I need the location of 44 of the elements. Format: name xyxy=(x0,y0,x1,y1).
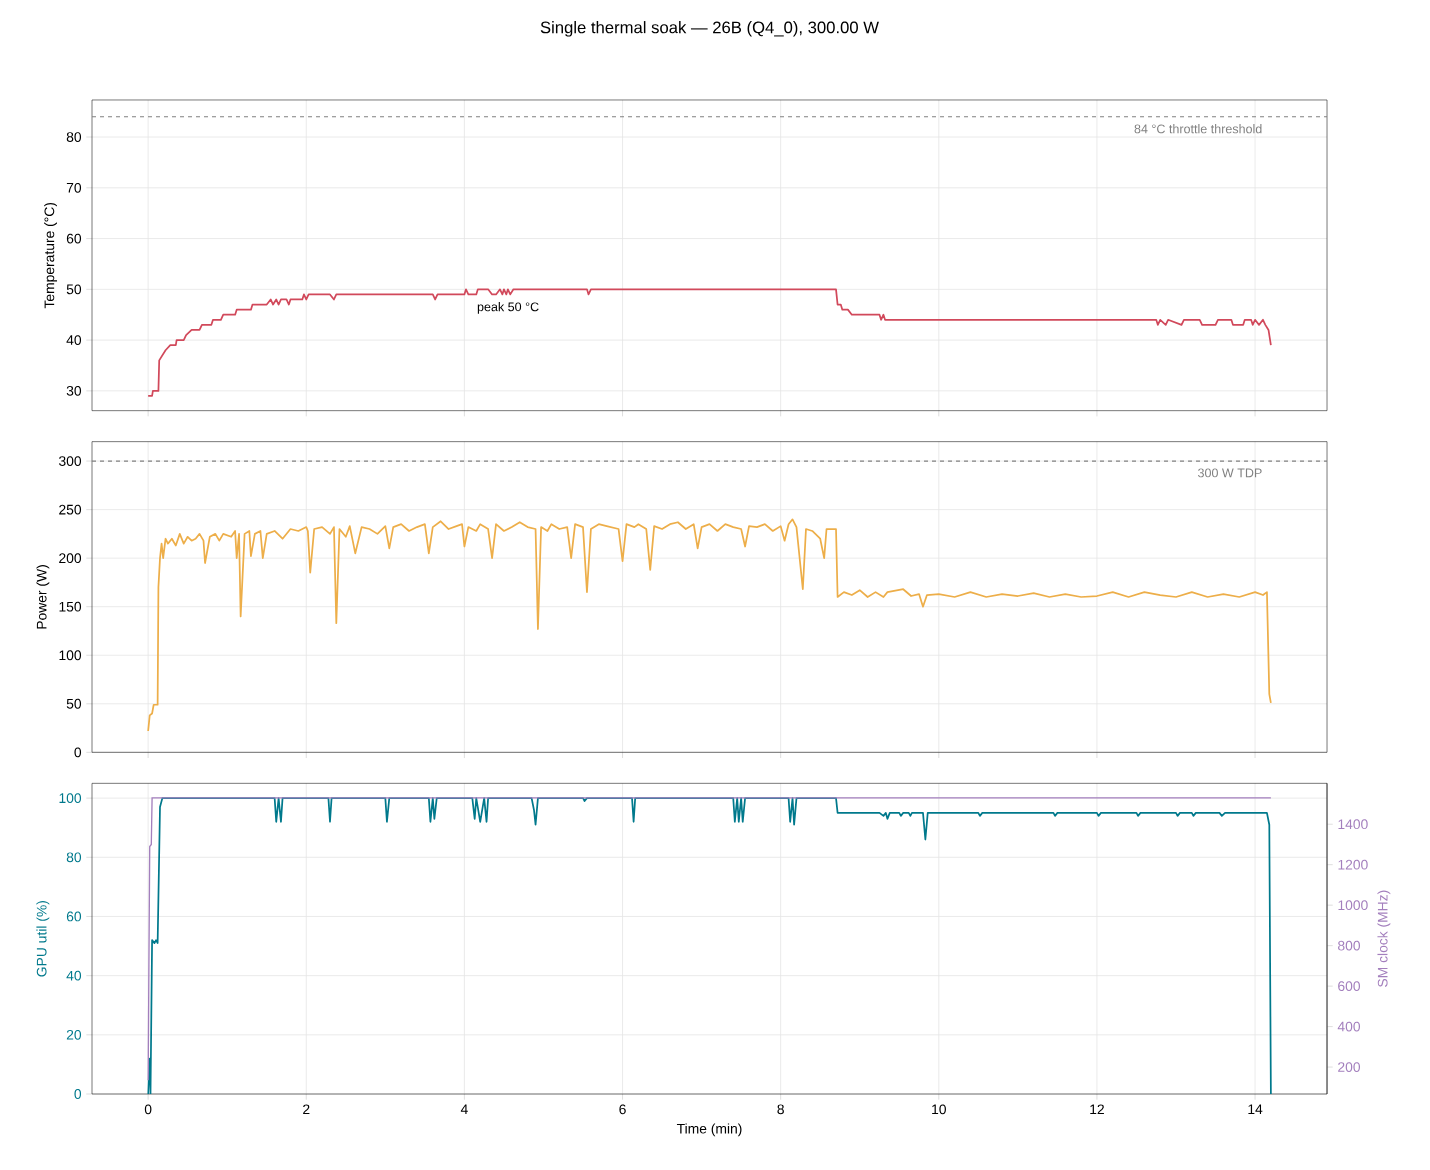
y-tick-label: 50 xyxy=(66,284,82,295)
y2-tick-label: 1400 xyxy=(1338,819,1368,830)
y2-tick-label: 600 xyxy=(1338,981,1361,992)
y2-axis-title: SM clock (MHz) xyxy=(1377,890,1391,987)
y2-tick-label: 400 xyxy=(1337,1021,1361,1032)
y-tick-label: 30 xyxy=(66,385,82,396)
y2-tick-label: 1000 xyxy=(1338,900,1368,911)
y-tick-label: 200 xyxy=(59,553,82,564)
y-axis-title: GPU util (%) xyxy=(36,901,50,977)
y-tick-label: 0 xyxy=(74,747,82,758)
y-tick-label: 70 xyxy=(66,182,82,193)
y2-tick-label: 800 xyxy=(1338,940,1361,951)
y-tick-label: 80 xyxy=(66,132,82,142)
y-axis-title: Temperature (°C) xyxy=(44,202,58,309)
x-tick-label: 10 xyxy=(932,1104,946,1115)
y-tick-label: 80 xyxy=(66,852,82,863)
ref-line-label: 300 W TDP xyxy=(1198,468,1262,478)
x-tick-label: 12 xyxy=(1090,1104,1104,1115)
y-tick-label: 20 xyxy=(66,1029,82,1040)
y-tick-label: 150 xyxy=(59,601,82,612)
x-tick-label: 8 xyxy=(777,1104,784,1115)
y-tick-label: 60 xyxy=(66,911,82,922)
x-axis-title: Time (min) xyxy=(676,1123,742,1137)
line-series xyxy=(147,518,1272,732)
y-tick-label: 0 xyxy=(74,1089,82,1099)
y-tick-label: 100 xyxy=(59,793,82,804)
y-tick-label: 60 xyxy=(66,233,82,244)
x-tick-label: 4 xyxy=(460,1104,468,1114)
y-tick-label: 40 xyxy=(66,335,82,345)
y-tick-label: 300 xyxy=(58,456,82,466)
ref-line-label: 84 °C throttle threshold xyxy=(1134,124,1262,134)
y-tick-label: 250 xyxy=(59,504,82,515)
y-tick-label: 40 xyxy=(66,970,82,981)
y-tick-label: 50 xyxy=(66,698,82,709)
y-axis-title: Power (W) xyxy=(36,565,50,629)
x-tick-label: 14 xyxy=(1248,1104,1263,1114)
y2-tick-label: 200 xyxy=(1338,1062,1361,1072)
x-tick-label: 2 xyxy=(303,1104,310,1115)
annotation: peak 50 °C xyxy=(477,302,539,314)
y2-tick-label: 1200 xyxy=(1338,859,1368,870)
chart-title: Single thermal soak — 26B (Q4_0), 300.00 W xyxy=(540,21,879,37)
x-tick-label: 6 xyxy=(619,1104,626,1115)
y-tick-label: 100 xyxy=(59,650,82,661)
x-tick-label: 0 xyxy=(144,1104,152,1115)
